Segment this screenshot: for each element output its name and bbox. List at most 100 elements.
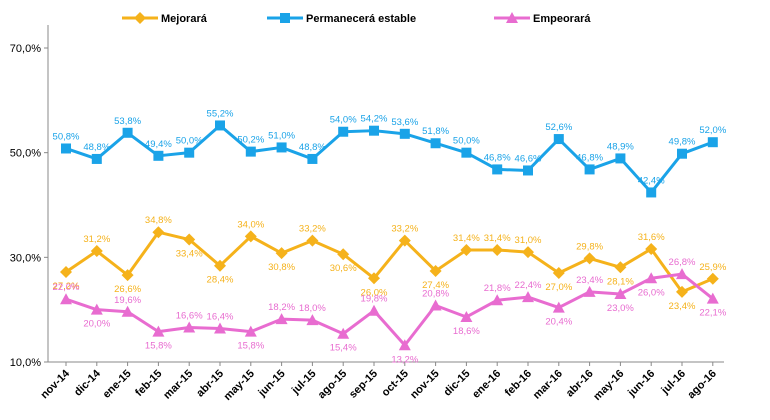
data-point bbox=[61, 143, 71, 154]
data-label: 34,8% bbox=[145, 215, 172, 226]
data-label: 16,6% bbox=[176, 310, 203, 321]
x-tick-label: feb-16 bbox=[503, 368, 534, 399]
x-tick-label: nov-15 bbox=[408, 368, 442, 402]
data-label: 46,6% bbox=[515, 153, 542, 164]
data-point bbox=[244, 230, 257, 243]
data-label: 16,4% bbox=[207, 312, 234, 323]
data-point bbox=[91, 153, 102, 164]
data-label: 49,4% bbox=[145, 139, 172, 150]
data-label: 27,2% bbox=[53, 281, 80, 292]
data-point bbox=[460, 244, 473, 257]
x-tick-label: mar-15 bbox=[161, 368, 195, 402]
data-label: 49,8% bbox=[669, 137, 696, 148]
data-point bbox=[707, 137, 718, 148]
data-point bbox=[121, 305, 134, 317]
data-label: 46,8% bbox=[484, 152, 511, 163]
x-tick-label: dic-15 bbox=[442, 368, 473, 399]
data-label: 30,8% bbox=[268, 262, 295, 273]
y-tick-label: 10,0% bbox=[10, 357, 41, 369]
data-label: 18,0% bbox=[299, 303, 326, 314]
x-tick-label: oct-15 bbox=[380, 368, 411, 399]
x-tick-label: jul-16 bbox=[659, 368, 689, 398]
data-point bbox=[275, 313, 288, 325]
data-label: 50,8% bbox=[53, 131, 80, 142]
series-2: 22,0% 20,0% 19,6% 15,8% 16,6% 16,4% 15,8% 18,2%… bbox=[53, 257, 727, 365]
data-label: 22,1% bbox=[699, 308, 726, 319]
data-label: 26,6% bbox=[114, 284, 141, 295]
data-point bbox=[553, 134, 564, 145]
data-label: 15,8% bbox=[237, 341, 264, 352]
data-label: 26,0% bbox=[361, 287, 388, 298]
data-label: 28,4% bbox=[207, 275, 234, 286]
series-1: 50,8%48,8%53,8%49,4% 50,0%55,2%50,2% 51,0%… bbox=[53, 108, 727, 198]
data-point bbox=[584, 164, 595, 175]
x-tick-label: may-15 bbox=[222, 368, 257, 403]
data-label: 33,2% bbox=[299, 224, 326, 235]
data-point bbox=[398, 339, 411, 351]
data-label: 18,6% bbox=[453, 326, 480, 337]
data-label: 13,2% bbox=[391, 354, 418, 365]
data-label: 52,0% bbox=[699, 125, 726, 136]
legend-marker bbox=[506, 12, 518, 23]
data-label: 34,0% bbox=[237, 219, 264, 230]
data-point bbox=[184, 147, 195, 158]
data-point bbox=[121, 269, 134, 282]
data-point bbox=[522, 246, 534, 259]
data-label: 55,2% bbox=[207, 108, 234, 119]
data-point bbox=[152, 226, 165, 239]
x-tick-label: dic-14 bbox=[72, 367, 104, 399]
data-point bbox=[429, 299, 442, 311]
x-tick-label: ago-16 bbox=[685, 368, 719, 402]
data-point bbox=[60, 265, 72, 278]
data-label: 48,8% bbox=[83, 142, 110, 153]
data-point bbox=[583, 285, 596, 297]
data-label: 31,4% bbox=[484, 233, 511, 244]
x-tick-label: sep-15 bbox=[347, 368, 380, 401]
data-label: 33,2% bbox=[391, 224, 418, 235]
data-label: 26,0% bbox=[638, 287, 665, 298]
x-tick-label: jul-15 bbox=[289, 368, 319, 398]
data-label: 33,4% bbox=[176, 249, 203, 260]
data-point bbox=[706, 272, 719, 285]
series-line bbox=[65, 123, 714, 194]
legend-marker bbox=[280, 13, 290, 23]
data-point bbox=[152, 325, 165, 337]
data-label: 51,8% bbox=[422, 126, 449, 137]
series-line bbox=[65, 230, 714, 294]
y-tick-label: 70,0% bbox=[10, 43, 41, 55]
data-point bbox=[215, 120, 225, 131]
data-point bbox=[615, 153, 626, 164]
data-point bbox=[491, 294, 504, 306]
data-label: 15,4% bbox=[330, 343, 357, 354]
data-label: 22,0% bbox=[53, 282, 80, 293]
data-label: 23,4% bbox=[576, 275, 603, 286]
data-label: 48,8% bbox=[299, 142, 326, 153]
data-label: 23,0% bbox=[607, 303, 634, 314]
data-point bbox=[214, 259, 226, 272]
data-point bbox=[552, 267, 565, 280]
data-point bbox=[338, 126, 349, 137]
x-tick-label: mar-16 bbox=[531, 368, 565, 402]
data-label: 50,0% bbox=[453, 136, 480, 147]
data-label: 18,2% bbox=[268, 302, 295, 313]
series-0: 27,2% 31,2% 26,6% 34,8% 33,4% 28,4% 34,0% 30,8%… bbox=[53, 215, 727, 312]
data-label: 20,4% bbox=[545, 317, 572, 328]
data-point bbox=[183, 233, 196, 246]
y-tick-label: 30,0% bbox=[10, 252, 41, 264]
data-point bbox=[552, 301, 565, 313]
data-label: 53,8% bbox=[114, 116, 141, 127]
data-point bbox=[460, 310, 473, 322]
data-point bbox=[122, 127, 133, 138]
data-point bbox=[183, 321, 196, 333]
data-label: 42,4% bbox=[638, 175, 665, 186]
data-point bbox=[461, 147, 472, 158]
data-label: 54,2% bbox=[361, 114, 388, 125]
data-point bbox=[337, 327, 350, 339]
data-point bbox=[399, 128, 410, 139]
data-point bbox=[646, 187, 657, 198]
data-label: 25,9% bbox=[699, 262, 726, 273]
data-label: 20,8% bbox=[422, 288, 449, 299]
legend-label: Empeorará bbox=[533, 13, 591, 25]
data-label: 50,0% bbox=[176, 136, 203, 147]
